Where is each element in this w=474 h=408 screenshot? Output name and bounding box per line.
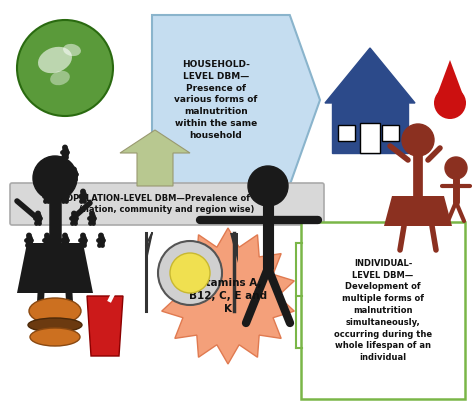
Text: INDIVIDUAL-
LEVEL DBM—
Development of
multiple forms of
malnutrition
simultaneou: INDIVIDUAL- LEVEL DBM— Development of mu… <box>334 259 432 362</box>
Circle shape <box>54 211 58 216</box>
Ellipse shape <box>63 44 81 56</box>
Circle shape <box>33 156 77 200</box>
Circle shape <box>63 233 67 238</box>
Circle shape <box>72 211 76 216</box>
Circle shape <box>17 20 113 116</box>
FancyBboxPatch shape <box>332 103 408 153</box>
Ellipse shape <box>29 298 81 324</box>
Circle shape <box>45 189 49 194</box>
Ellipse shape <box>28 318 82 332</box>
Circle shape <box>445 157 467 179</box>
Circle shape <box>27 233 31 238</box>
Polygon shape <box>120 130 190 186</box>
Polygon shape <box>325 48 415 103</box>
Circle shape <box>248 166 288 206</box>
Circle shape <box>402 124 434 156</box>
Polygon shape <box>152 15 320 185</box>
Polygon shape <box>230 233 238 263</box>
FancyBboxPatch shape <box>10 183 324 225</box>
FancyBboxPatch shape <box>301 222 465 399</box>
Circle shape <box>170 253 210 293</box>
Circle shape <box>72 167 76 172</box>
Polygon shape <box>162 228 294 364</box>
Circle shape <box>54 167 58 172</box>
Circle shape <box>99 233 103 238</box>
Polygon shape <box>384 196 452 226</box>
Circle shape <box>63 145 67 150</box>
FancyBboxPatch shape <box>360 123 380 153</box>
Text: HOUSEHOLD-
LEVEL DBM—
Presence of
various forms of
malnutrition
within the same
: HOUSEHOLD- LEVEL DBM— Presence of variou… <box>174 60 257 140</box>
Circle shape <box>434 87 466 119</box>
Ellipse shape <box>30 328 80 346</box>
Circle shape <box>81 233 85 238</box>
Circle shape <box>36 211 40 216</box>
FancyBboxPatch shape <box>382 125 399 141</box>
Polygon shape <box>87 296 123 356</box>
Polygon shape <box>434 60 466 103</box>
Ellipse shape <box>38 47 72 73</box>
Circle shape <box>45 233 49 238</box>
Circle shape <box>158 241 222 305</box>
FancyBboxPatch shape <box>338 125 355 141</box>
Circle shape <box>63 189 67 194</box>
Circle shape <box>90 211 94 216</box>
Polygon shape <box>17 243 93 293</box>
Text: POPULATION-LEVEL DBM—Prevalence of DBM
(nation, community and region wise): POPULATION-LEVEL DBM—Prevalence of DBM (… <box>60 194 274 214</box>
Text: Vitamins A,
B12, C, E and
K: Vitamins A, B12, C, E and K <box>189 278 267 314</box>
Ellipse shape <box>50 71 70 85</box>
Circle shape <box>81 189 85 194</box>
